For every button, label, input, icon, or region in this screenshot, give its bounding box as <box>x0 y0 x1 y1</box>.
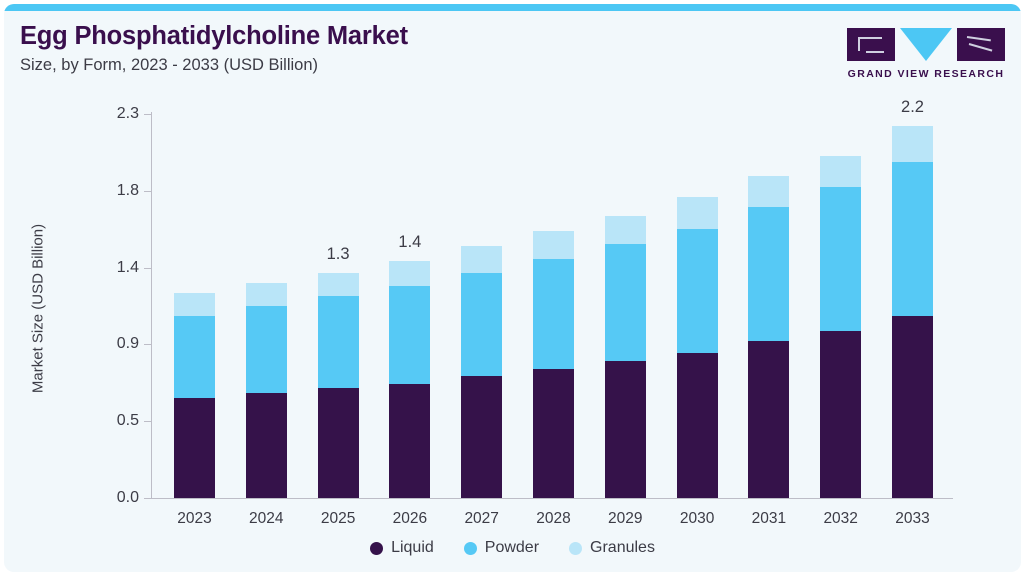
bar-segment-liquid[interactable] <box>461 376 503 498</box>
bar-segment-granules[interactable] <box>317 272 359 296</box>
y-axis-line <box>151 112 152 499</box>
bar-segment-liquid[interactable] <box>748 341 790 498</box>
bar-segment-powder[interactable] <box>389 285 431 385</box>
chart-header: Egg Phosphatidylcholine Market Size, by … <box>20 22 1005 74</box>
bar-segment-powder[interactable] <box>604 244 646 362</box>
bar-segment-granules[interactable] <box>820 155 862 188</box>
chart-card: Egg Phosphatidylcholine Market Size, by … <box>4 4 1021 572</box>
bar-group[interactable] <box>461 245 503 498</box>
bar-segment-granules[interactable] <box>892 125 933 163</box>
y-tick-label: 1.4 <box>116 258 139 276</box>
bar-group[interactable] <box>820 155 862 498</box>
y-tick-mark <box>144 267 151 269</box>
y-tick-mark <box>144 344 151 346</box>
plot-area: Market Size (USD Billion) 0.0 0.5 0.9 1.4 1.… <box>4 4 1021 572</box>
bar-group[interactable] <box>389 260 431 498</box>
x-tick-label: 2030 <box>679 510 715 527</box>
bar-group[interactable] <box>174 292 215 498</box>
legend-label: Granules <box>590 539 655 556</box>
x-tick-label: 2026 <box>392 510 428 527</box>
bar-segment-granules[interactable] <box>533 230 574 260</box>
page-title: Egg Phosphatidylcholine Market <box>20 22 408 50</box>
x-tick-label: 2025 <box>320 510 356 527</box>
bar-segment-liquid[interactable] <box>604 361 646 498</box>
x-tick-label: 2032 <box>823 510 858 527</box>
bar-value-label: 2.2 <box>901 97 924 116</box>
bar-segment-liquid[interactable] <box>892 316 933 498</box>
logo-marks <box>847 28 1005 61</box>
bar-segment-liquid[interactable] <box>389 384 431 498</box>
legend-swatch-icon <box>370 541 384 555</box>
bar-segment-powder[interactable] <box>461 272 503 377</box>
bar-group[interactable] <box>245 282 287 498</box>
x-tick-label: 2023 <box>177 510 212 527</box>
legend-item-powder[interactable]: Powder <box>463 539 540 557</box>
bar-segment-granules[interactable] <box>748 175 790 208</box>
legend-label: Liquid <box>391 539 434 556</box>
bar-group[interactable] <box>676 197 718 498</box>
y-tick-label: 2.3 <box>116 105 139 122</box>
bar-segment-granules[interactable] <box>245 282 287 306</box>
y-axis-title: Market Size (USD Billion) <box>29 223 47 394</box>
bar-segment-powder[interactable] <box>676 229 718 353</box>
page-subtitle: Size, by Form, 2023 - 2033 (USD Billion) <box>20 56 319 75</box>
bar-value-label: 1.4 <box>398 232 422 251</box>
y-tick-label: 1.8 <box>116 181 139 199</box>
logo-triangle-icon <box>900 28 952 61</box>
x-tick-label: 2027 <box>464 510 499 527</box>
bar-segment-powder[interactable] <box>748 207 790 342</box>
bar-group[interactable] <box>533 230 574 498</box>
y-tick-mark <box>144 114 151 115</box>
x-tick-label: 2029 <box>608 510 643 527</box>
bar-segment-granules[interactable] <box>174 292 215 316</box>
x-tick-label: 2031 <box>751 510 787 527</box>
y-tick-label: 0.5 <box>116 412 139 430</box>
bar-segment-liquid[interactable] <box>245 392 287 498</box>
bar-segment-powder[interactable] <box>245 305 287 393</box>
bar-segment-granules[interactable] <box>389 260 431 286</box>
chart-legend: Liquid Powder Granules <box>4 539 1021 557</box>
x-tick-label: 2028 <box>536 510 571 527</box>
x-axis-line <box>151 498 953 499</box>
legend-item-liquid[interactable]: Liquid <box>370 539 434 557</box>
bar-segment-liquid[interactable] <box>820 331 862 498</box>
bar-segment-powder[interactable] <box>892 162 933 316</box>
bar-segment-liquid[interactable] <box>533 369 574 498</box>
legend-swatch-icon <box>569 541 583 555</box>
bar-group[interactable] <box>604 215 646 498</box>
bar-segment-granules[interactable] <box>461 245 503 273</box>
x-tick-label: 2024 <box>249 510 284 527</box>
bar-group[interactable] <box>748 175 790 498</box>
legend-swatch-icon <box>463 541 477 555</box>
bar-segment-granules[interactable] <box>676 197 718 230</box>
legend-label: Powder <box>484 539 540 556</box>
logo-wordmark: GRAND VIEW RESEARCH <box>847 68 1005 80</box>
bar-segment-granules[interactable] <box>604 215 646 245</box>
y-tick-label: 0.0 <box>116 489 139 506</box>
top-accent-bar <box>4 4 1021 11</box>
bar-segment-liquid[interactable] <box>317 387 359 498</box>
bar-segment-powder[interactable] <box>317 295 359 388</box>
bar-group[interactable] <box>892 125 933 498</box>
logo-r-block <box>957 28 1005 61</box>
bar-group[interactable] <box>317 272 359 498</box>
y-tick-label: 0.9 <box>116 335 139 353</box>
y-tick-mark <box>144 498 151 499</box>
brand-logo: GRAND VIEW RESEARCH <box>847 28 1005 80</box>
bar-segment-liquid[interactable] <box>676 352 718 498</box>
x-tick-label: 2033 <box>895 510 930 527</box>
bar-segment-powder[interactable] <box>820 187 862 332</box>
logo-g-block <box>847 28 895 61</box>
y-tick-mark <box>144 190 151 192</box>
y-tick-mark <box>144 421 151 423</box>
legend-item-granules[interactable]: Granules <box>569 539 655 557</box>
bar-segment-powder[interactable] <box>533 259 574 370</box>
bar-value-label: 1.3 <box>326 244 350 263</box>
bar-segment-powder[interactable] <box>174 316 215 398</box>
bar-segment-liquid[interactable] <box>174 397 215 498</box>
